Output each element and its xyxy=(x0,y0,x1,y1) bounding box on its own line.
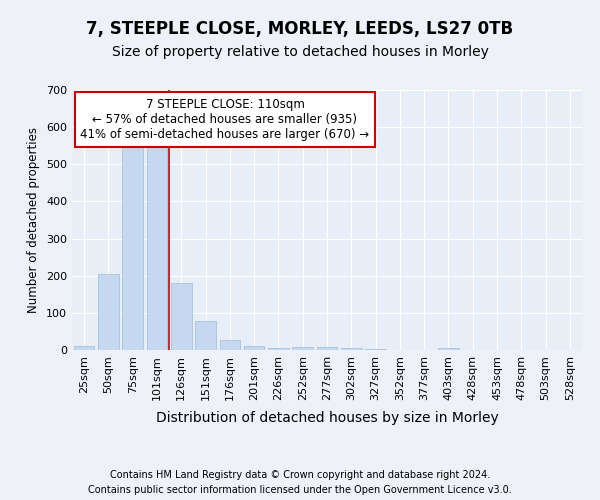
Bar xyxy=(438,348,459,350)
Bar xyxy=(220,340,240,350)
Bar xyxy=(171,283,191,350)
Bar xyxy=(365,349,386,350)
Bar xyxy=(195,321,216,350)
Text: 7 STEEPLE CLOSE: 110sqm
← 57% of detached houses are smaller (935)
41% of semi-d: 7 STEEPLE CLOSE: 110sqm ← 57% of detache… xyxy=(80,98,370,141)
Bar xyxy=(146,144,167,350)
Bar xyxy=(317,347,337,350)
Bar xyxy=(122,146,143,350)
Bar xyxy=(292,347,313,350)
Bar xyxy=(341,348,362,350)
Text: Contains public sector information licensed under the Open Government Licence v3: Contains public sector information licen… xyxy=(88,485,512,495)
Text: Contains HM Land Registry data © Crown copyright and database right 2024.: Contains HM Land Registry data © Crown c… xyxy=(110,470,490,480)
Text: 7, STEEPLE CLOSE, MORLEY, LEEDS, LS27 0TB: 7, STEEPLE CLOSE, MORLEY, LEEDS, LS27 0T… xyxy=(86,20,514,38)
Bar xyxy=(268,348,289,350)
Bar xyxy=(244,346,265,350)
Text: Size of property relative to detached houses in Morley: Size of property relative to detached ho… xyxy=(112,45,488,59)
Bar xyxy=(98,274,119,350)
Y-axis label: Number of detached properties: Number of detached properties xyxy=(28,127,40,313)
X-axis label: Distribution of detached houses by size in Morley: Distribution of detached houses by size … xyxy=(155,411,499,425)
Bar xyxy=(74,346,94,350)
